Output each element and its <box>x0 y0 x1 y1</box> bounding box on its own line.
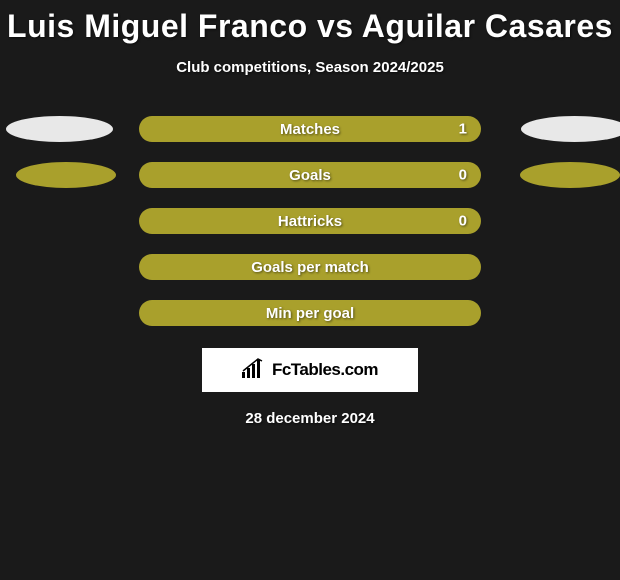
stat-label: Goals per match <box>251 259 369 276</box>
stat-label: Hattricks <box>278 213 342 230</box>
stat-value: 1 <box>459 121 467 138</box>
date-text: 28 december 2024 <box>245 410 374 427</box>
player-left-marker <box>6 116 113 142</box>
stat-row-hattricks: Hattricks 0 <box>0 208 620 234</box>
source-logo: FcTables.com <box>202 348 418 392</box>
stat-value: 0 <box>459 167 467 184</box>
stat-bar: Goals per match <box>139 254 481 280</box>
player-left-marker <box>16 162 116 188</box>
stat-row-min-per-goal: Min per goal <box>0 300 620 326</box>
stat-bar: Matches 1 <box>139 116 481 142</box>
stats-section: Matches 1 Goals 0 Hattricks 0 Goals per … <box>0 116 620 326</box>
page-title: Luis Miguel Franco vs Aguilar Casares <box>7 8 613 45</box>
stat-label: Min per goal <box>266 305 354 322</box>
stat-bar: Goals 0 <box>139 162 481 188</box>
logo-chart-icon <box>242 358 266 383</box>
stat-bar: Min per goal <box>139 300 481 326</box>
subtitle: Club competitions, Season 2024/2025 <box>176 59 444 76</box>
player-right-marker <box>521 116 620 142</box>
stat-label: Matches <box>280 121 340 138</box>
player-right-marker <box>520 162 620 188</box>
stat-bar: Hattricks 0 <box>139 208 481 234</box>
stat-row-matches: Matches 1 <box>0 116 620 142</box>
stat-label: Goals <box>289 167 331 184</box>
stat-row-goals-per-match: Goals per match <box>0 254 620 280</box>
logo-text: FcTables.com <box>272 360 378 380</box>
stat-row-goals: Goals 0 <box>0 162 620 188</box>
comparison-card: Luis Miguel Franco vs Aguilar Casares Cl… <box>0 0 620 427</box>
stat-value: 0 <box>459 213 467 230</box>
